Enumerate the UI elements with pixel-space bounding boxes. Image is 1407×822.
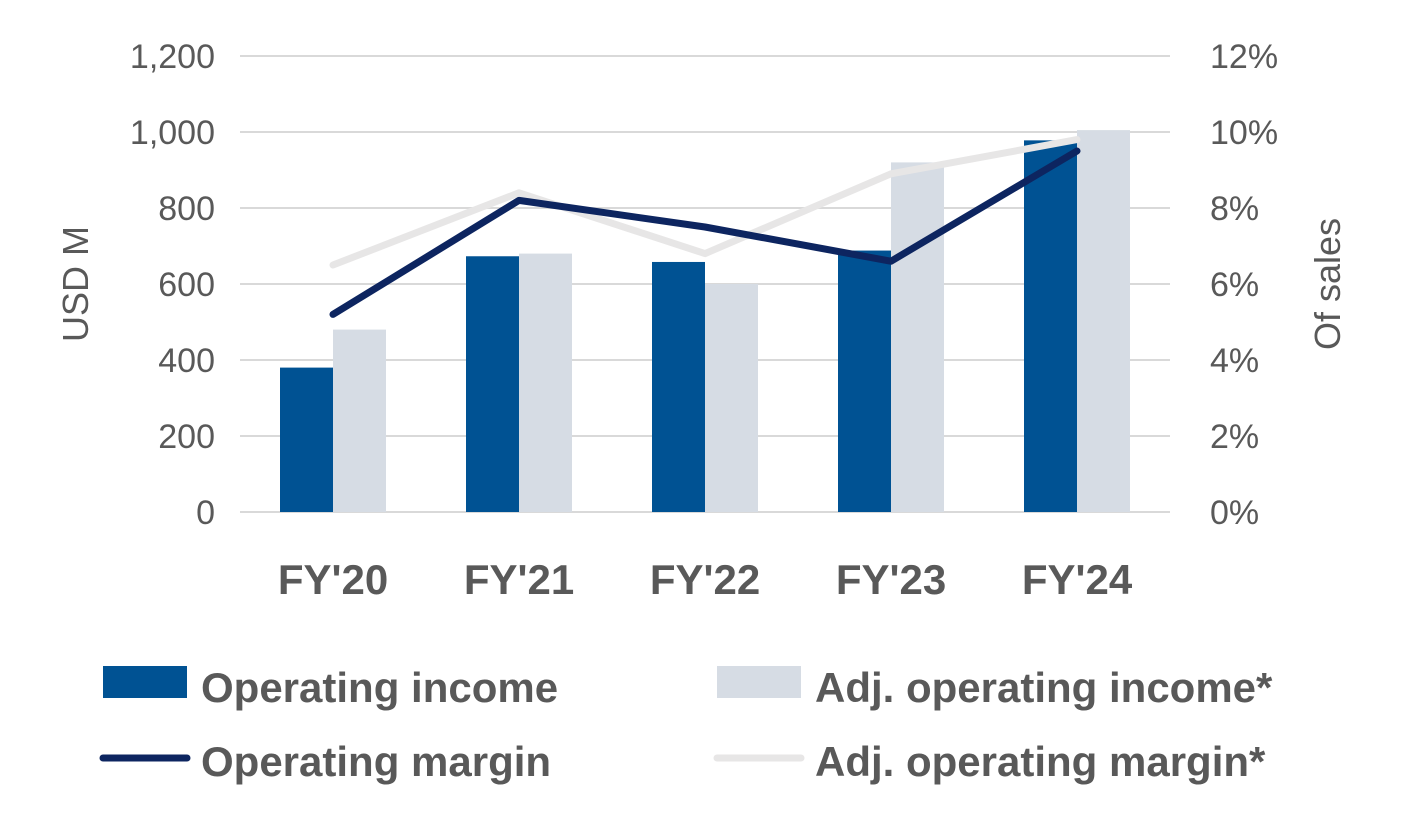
bars [280, 130, 1130, 513]
lines [329, 136, 1081, 318]
bar-adj-operating-income [1077, 130, 1130, 512]
legend-swatch-operating-income [103, 666, 187, 698]
bar-operating-income [838, 250, 891, 512]
y-tick-label: 400 [158, 342, 215, 380]
legend-label-adj-operating-income: Adj. operating income* [815, 664, 1273, 711]
y2-axis-title: Of sales [1307, 218, 1348, 350]
legend: Operating income Adj. operating income* Op… [99, 664, 1273, 785]
right-axis-ticks: 0% 2% 4% 6% 8% 10% 12% [1210, 38, 1278, 532]
y-tick-label: 1,200 [130, 38, 215, 76]
y-axis-title: USD M [55, 226, 96, 342]
category-label: FY'24 [1022, 556, 1133, 603]
y-tick-label: 1,000 [130, 114, 215, 152]
legend-label-operating-margin: Operating margin [201, 738, 551, 785]
y2-tick-label: 0% [1210, 494, 1259, 532]
category-label: FY'22 [650, 556, 760, 603]
category-label: FY'23 [836, 556, 946, 603]
bar-adj-operating-income [705, 284, 758, 512]
y2-tick-label: 6% [1210, 266, 1259, 304]
y2-tick-label: 12% [1210, 38, 1278, 76]
category-label: FY'20 [278, 556, 388, 603]
y2-tick-label: 8% [1210, 190, 1259, 228]
y-tick-label: 600 [158, 266, 215, 304]
y2-tick-label: 10% [1210, 114, 1278, 152]
line-operating-margin [329, 147, 1081, 318]
category-label: FY'21 [464, 556, 574, 603]
bar-operating-income [652, 261, 705, 512]
bar-operating-income [1024, 140, 1077, 513]
y2-tick-label: 2% [1210, 418, 1259, 456]
bar-adj-operating-income [891, 162, 944, 512]
category-labels: FY'20 FY'21 FY'22 FY'23 FY'24 [278, 556, 1133, 603]
left-axis-ticks: 0 200 400 600 800 1,000 1,200 [130, 38, 215, 532]
bar-operating-income [280, 367, 333, 512]
bar-adj-operating-income [519, 253, 572, 512]
bar-operating-income [466, 256, 519, 512]
line-adj-operating-margin [329, 136, 1081, 269]
legend-label-adj-operating-margin: Adj. operating margin* [815, 738, 1266, 785]
y-tick-label: 200 [158, 418, 215, 456]
bar-adj-operating-income [333, 329, 386, 512]
legend-label-operating-income: Operating income [201, 664, 558, 711]
y-tick-label: 800 [158, 190, 215, 228]
legend-swatch-adj-operating-income [717, 666, 801, 698]
y-tick-label: 0 [196, 494, 215, 532]
y2-tick-label: 4% [1210, 342, 1259, 380]
